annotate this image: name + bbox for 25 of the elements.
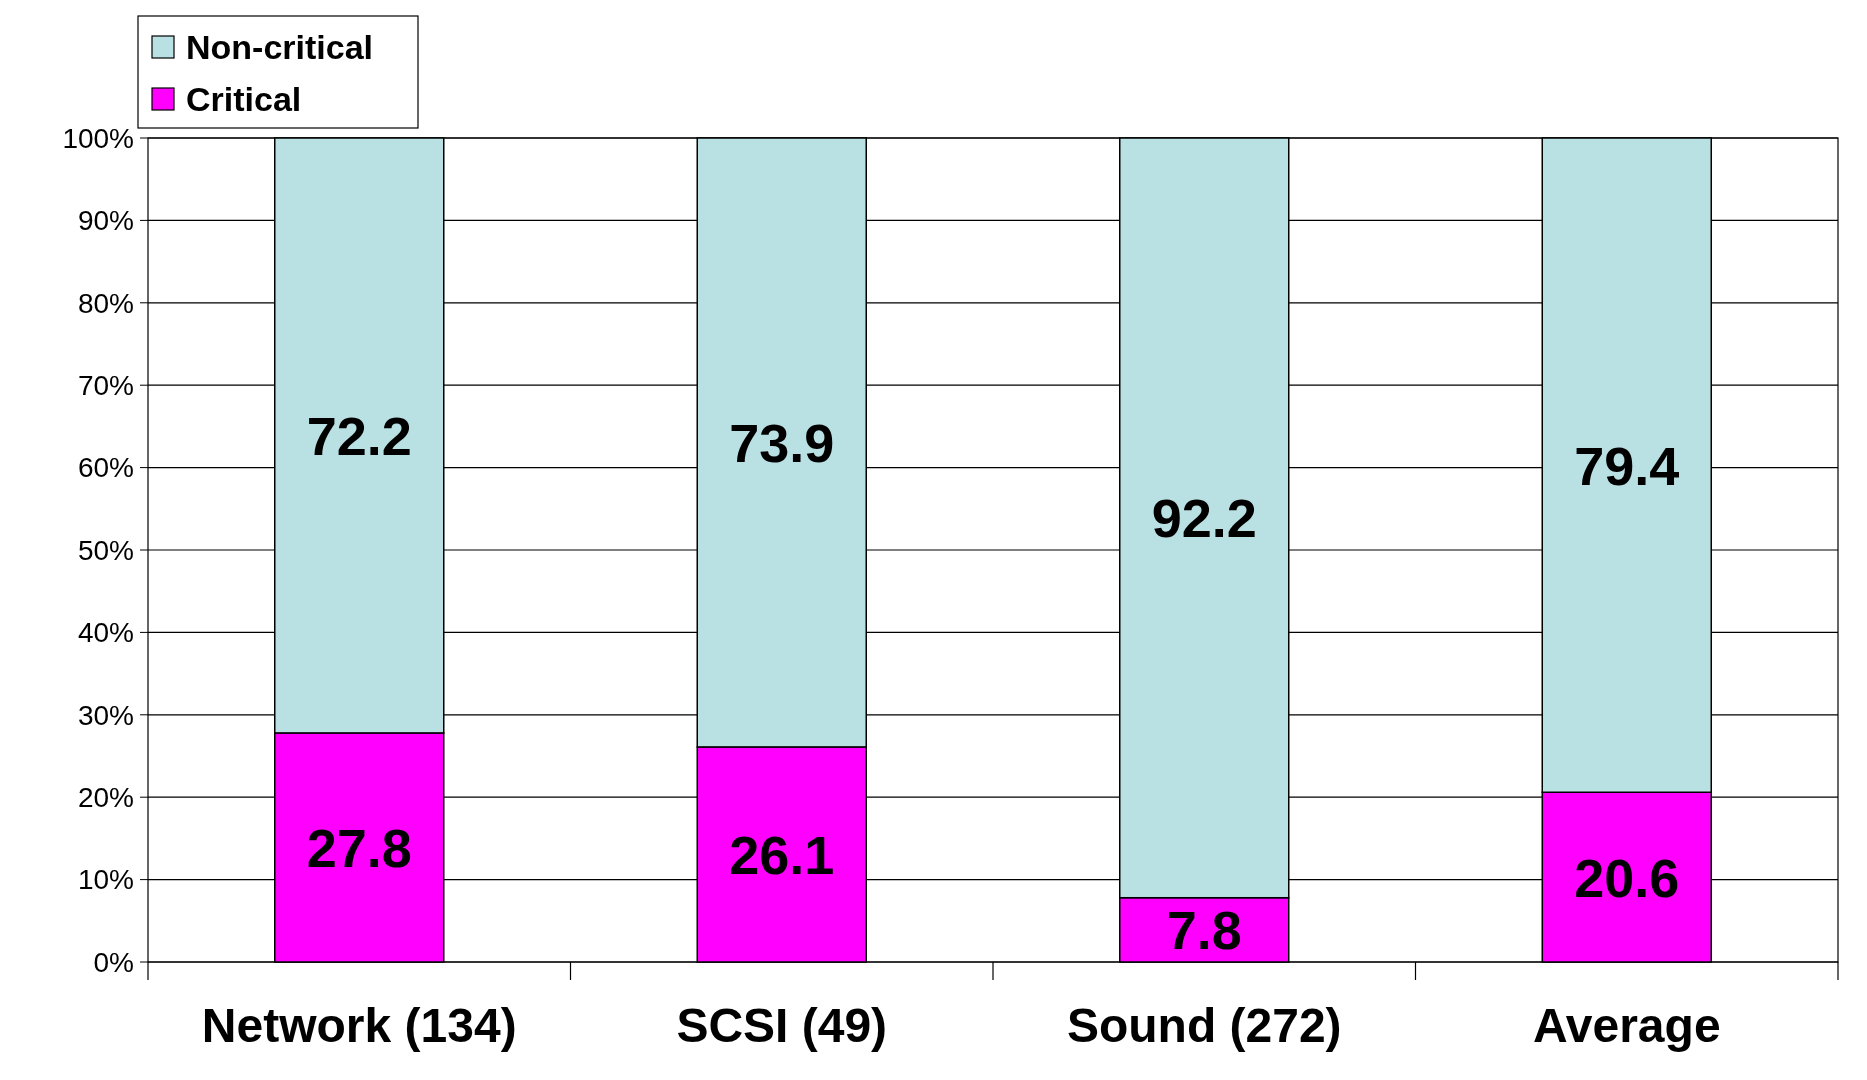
data-label: 20.6 xyxy=(1574,847,1680,908)
data-label: 79.4 xyxy=(1574,435,1680,496)
y-tick-label: 90% xyxy=(77,205,134,237)
x-tick-label: Sound (272) xyxy=(1066,999,1342,1052)
y-tick-label: 20% xyxy=(77,782,134,813)
y-tick-label: 0% xyxy=(93,946,134,978)
y-tick-label: 80% xyxy=(77,287,134,319)
legend-label: Non-critical xyxy=(186,27,374,66)
legend-label: Critical xyxy=(186,79,302,118)
x-tick-label: SCSI (49) xyxy=(676,999,888,1052)
y-tick-label: 60% xyxy=(77,452,134,484)
y-tick-label: 100% xyxy=(62,122,134,154)
y-tick-label: 50% xyxy=(77,534,134,566)
y-tick-label: 70% xyxy=(77,370,134,401)
y-tick-label: 40% xyxy=(77,617,134,649)
data-label: 27.8 xyxy=(306,817,412,878)
data-label: 92.2 xyxy=(1151,488,1257,549)
data-label: 26.1 xyxy=(729,824,835,885)
y-tick-label: 10% xyxy=(77,864,134,896)
y-tick-label: 30% xyxy=(77,699,134,731)
x-tick-label: Average xyxy=(1532,999,1721,1052)
data-label: 72.2 xyxy=(306,405,412,466)
data-label: 7.8 xyxy=(1166,900,1242,961)
x-tick-label: Network (134) xyxy=(201,999,517,1052)
data-label: 73.9 xyxy=(729,412,835,473)
